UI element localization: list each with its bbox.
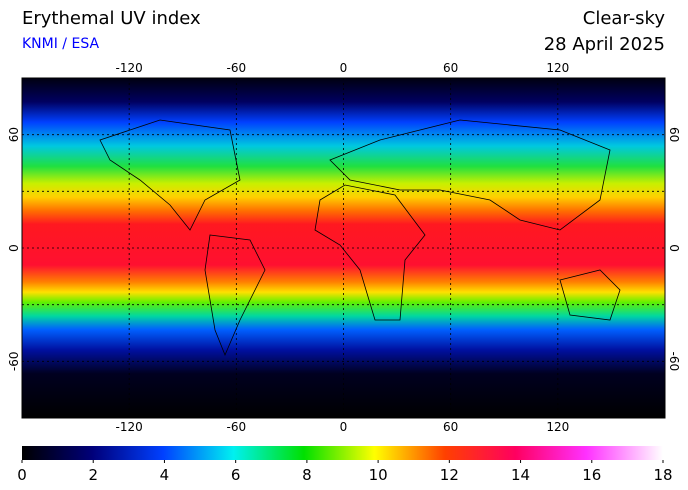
lat-tick-label: -60 [7,352,21,372]
date: 28 April 2025 [544,34,665,55]
colorbar-tick-label: 6 [231,466,241,484]
condition: Clear-sky [583,8,666,29]
lon-tick-label: 0 [340,61,348,75]
colorbar-tick-label: 18 [653,466,672,484]
lon-tick-label: -60 [227,420,247,434]
lon-tick-label: -60 [227,61,247,75]
colorbar-tick-label: 2 [88,466,98,484]
lon-tick-label: 120 [546,61,569,75]
source: KNMI / ESA [22,36,99,52]
colorbar-tick-label: 16 [582,466,601,484]
lon-tick-label: 60 [443,420,458,434]
lat-tick-label: 0 [667,244,681,252]
lat-tick-label: -60 [667,352,681,372]
lon-tick-label: -120 [116,420,143,434]
lon-tick-label: 60 [443,61,458,75]
lat-tick-label: 60 [667,127,681,142]
title: Erythemal UV index [22,8,201,29]
lon-tick-label: 0 [340,420,348,434]
colorbar [22,446,663,460]
colorbar-tick-label: 8 [302,466,312,484]
lon-tick-label: -120 [116,61,143,75]
colorbar-tick-label: 12 [440,466,459,484]
lon-tick-label: 120 [546,420,569,434]
colorbar-tick-label: 4 [160,466,170,484]
colorbar-tick-label: 14 [511,466,530,484]
lat-tick-label: 60 [7,127,21,142]
lat-tick-label: 0 [7,244,21,252]
colorbar-tick-label: 10 [369,466,388,484]
colorbar-tick-label: 0 [17,466,27,484]
